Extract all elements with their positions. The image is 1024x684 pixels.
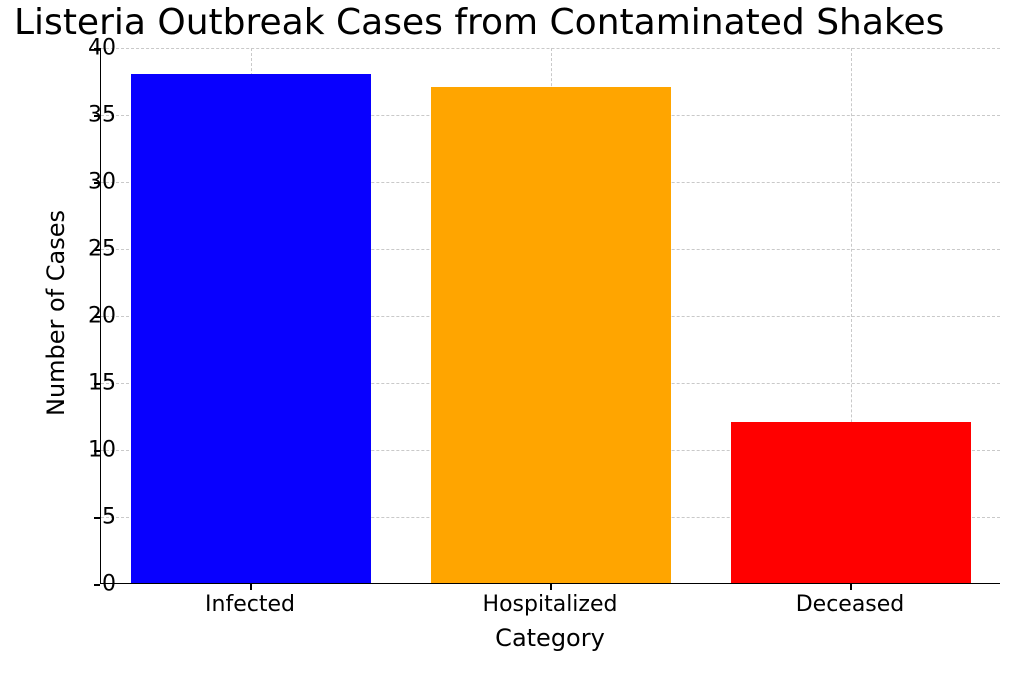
ytick-label: 10: [88, 438, 116, 463]
xtick-label: Infected: [205, 592, 295, 617]
x-axis-label: Category: [495, 624, 605, 652]
xtick-label: Hospitalized: [483, 592, 618, 617]
bar-deceased: [731, 422, 971, 583]
xtick-mark: [550, 584, 552, 590]
chart-title: Listeria Outbreak Cases from Contaminate…: [14, 2, 944, 43]
ytick-label: 0: [102, 572, 116, 597]
xtick-label: Deceased: [796, 592, 905, 617]
ytick-label: 5: [102, 505, 116, 530]
ytick-label: 30: [88, 170, 116, 195]
ytick-mark: [94, 517, 100, 519]
y-axis-label: Number of Cases: [42, 210, 70, 416]
ytick-label: 20: [88, 304, 116, 329]
bar-hospitalized: [431, 87, 671, 583]
xtick-mark: [850, 584, 852, 590]
ytick-label: 35: [88, 103, 116, 128]
ytick-label: 40: [88, 36, 116, 61]
chart-container: Listeria Outbreak Cases from Contaminate…: [0, 0, 1024, 684]
plot-area: [100, 48, 1000, 584]
bar-infected: [131, 74, 371, 583]
ytick-label: 25: [88, 237, 116, 262]
ytick-mark: [94, 584, 100, 586]
ytick-label: 15: [88, 371, 116, 396]
xtick-mark: [250, 584, 252, 590]
